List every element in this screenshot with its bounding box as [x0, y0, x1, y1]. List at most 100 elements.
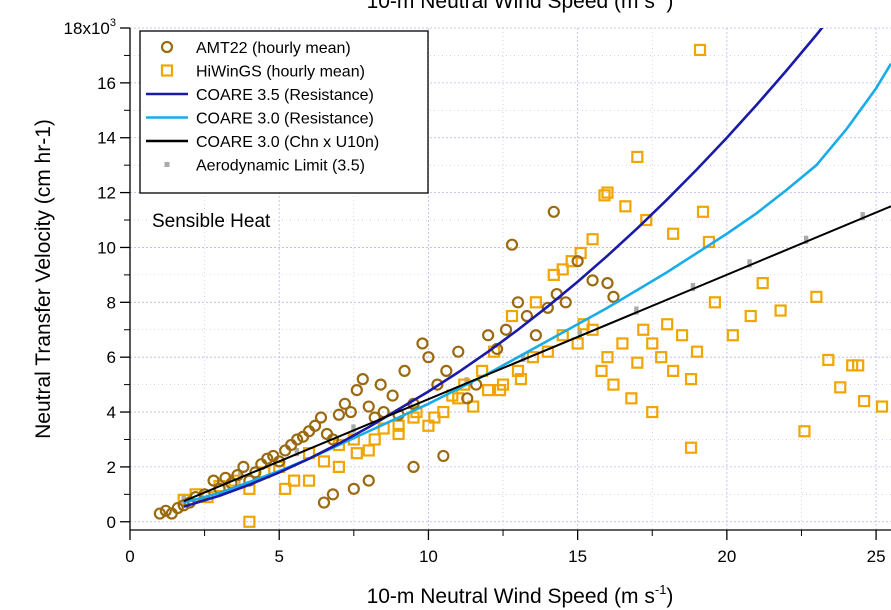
hiwings-point: [852, 359, 865, 372]
hiwings-point: [288, 474, 301, 487]
aero-limit-point: [803, 235, 809, 241]
y-tick-label: 8: [107, 293, 116, 312]
legend-label: AMT22 (hourly mean): [196, 40, 351, 57]
amt22-point: [308, 419, 322, 432]
amt22-point: [541, 301, 554, 314]
amt22-point: [386, 389, 399, 402]
aero-limit-point: [634, 306, 639, 311]
y-tick-label: 18x103: [64, 17, 116, 38]
amt22-point: [332, 408, 346, 421]
x-tick-label: 10: [419, 547, 438, 566]
aero-limit-point: [577, 330, 582, 335]
hiwings-point: [631, 356, 644, 369]
aero-limit-point: [351, 424, 356, 429]
legend-label: Aerodynamic Limit (3.5): [196, 158, 365, 175]
amt22-point: [350, 383, 363, 397]
hiwings-point: [493, 383, 507, 397]
hiwings-point: [858, 394, 871, 408]
hiwings-point: [625, 392, 638, 405]
hiwings-point: [571, 337, 584, 350]
amt22-point: [559, 296, 572, 309]
hiwings-point: [601, 186, 614, 199]
hiwings-point: [317, 455, 331, 468]
hiwings-point: [332, 460, 346, 474]
legend-marker-aero: [164, 162, 170, 167]
amt22-point: [362, 474, 375, 487]
amt22-point: [511, 296, 525, 309]
hiwings-point: [684, 373, 698, 386]
amt22-point: [231, 469, 244, 482]
hiwings-point: [822, 353, 835, 367]
hiwings-point: [798, 425, 811, 438]
hiwings-point: [646, 337, 659, 350]
y-exponent: 3: [110, 17, 116, 29]
hiwings-point: [302, 474, 316, 487]
aero-limit-point: [860, 212, 865, 217]
amt22-point: [159, 504, 172, 517]
hiwings-point: [514, 373, 528, 386]
x-tick-label: 20: [717, 547, 736, 566]
hiwings-point: [875, 400, 889, 413]
hiwings-point: [586, 233, 599, 246]
coare30-chn-line: [183, 205, 891, 503]
hiwings-point: [834, 381, 847, 394]
amt22-point: [326, 488, 340, 501]
hiwings-point: [619, 200, 632, 213]
hiwings-point: [744, 309, 757, 323]
amt22-point: [437, 449, 450, 463]
hiwings-point: [607, 378, 620, 391]
amt22-point: [482, 329, 495, 342]
legend: AMT22 (hourly mean) HiWinGS (hourly mean)…: [139, 30, 429, 194]
y-tick-label: 12: [97, 184, 116, 203]
amt22-point: [356, 373, 369, 386]
x-tick-label: 25: [867, 547, 886, 566]
amt22-point: [326, 433, 340, 446]
y-tick-label: 6: [107, 348, 116, 367]
hiwings-point: [756, 277, 769, 290]
annotation-sensible-heat: Sensible Heat: [152, 211, 271, 232]
amt22-point: [314, 411, 328, 424]
y-tick-label: 4: [107, 403, 116, 422]
x-tick-label: 0: [125, 547, 134, 566]
hiwings-point: [392, 427, 405, 441]
legend-box: [139, 30, 429, 194]
hiwings-point: [774, 304, 787, 317]
hiwings-point: [505, 309, 519, 323]
hiwings-point: [565, 255, 578, 268]
hiwings-point: [637, 323, 650, 336]
hiwings-point: [690, 345, 704, 358]
hiwings-point: [667, 227, 680, 240]
amt22-point: [398, 364, 411, 377]
hiwings-point: [598, 189, 611, 202]
aero-limit-point: [294, 448, 300, 453]
x-tick-label: 5: [274, 547, 283, 566]
hiwings-point: [586, 323, 599, 336]
legend-marker-hiwings: [160, 64, 174, 77]
amt22-point: [338, 397, 351, 410]
hiwings-point: [810, 290, 823, 303]
amt22-point: [416, 337, 429, 350]
amt22-point: [291, 433, 304, 446]
hiwings-point: [675, 329, 689, 342]
amt22-point: [153, 507, 166, 520]
amt22-point: [422, 351, 435, 364]
amt22-point: [207, 474, 220, 487]
hiwings-point: [640, 213, 653, 227]
amt22-point: [499, 323, 513, 336]
hiwings-point: [467, 400, 480, 413]
amt22-point: [344, 405, 357, 419]
amt22-point: [452, 345, 465, 358]
hiwings-point: [655, 351, 668, 364]
amt22-point: [171, 501, 184, 515]
aero-limit-point: [690, 282, 696, 288]
hiwings-point: [661, 318, 674, 331]
amt22-point: [505, 238, 519, 251]
top-axis-title: 10-m Neutral Wind Speed (m s-1): [367, 0, 674, 13]
aero-limit-point: [747, 259, 752, 264]
hiwings-point: [667, 364, 680, 377]
aero-limit-point: [521, 353, 526, 359]
amt22-point: [607, 290, 620, 303]
plot-area: [153, 28, 891, 528]
gridlines: [129, 27, 891, 530]
hiwings-point: [726, 329, 739, 342]
